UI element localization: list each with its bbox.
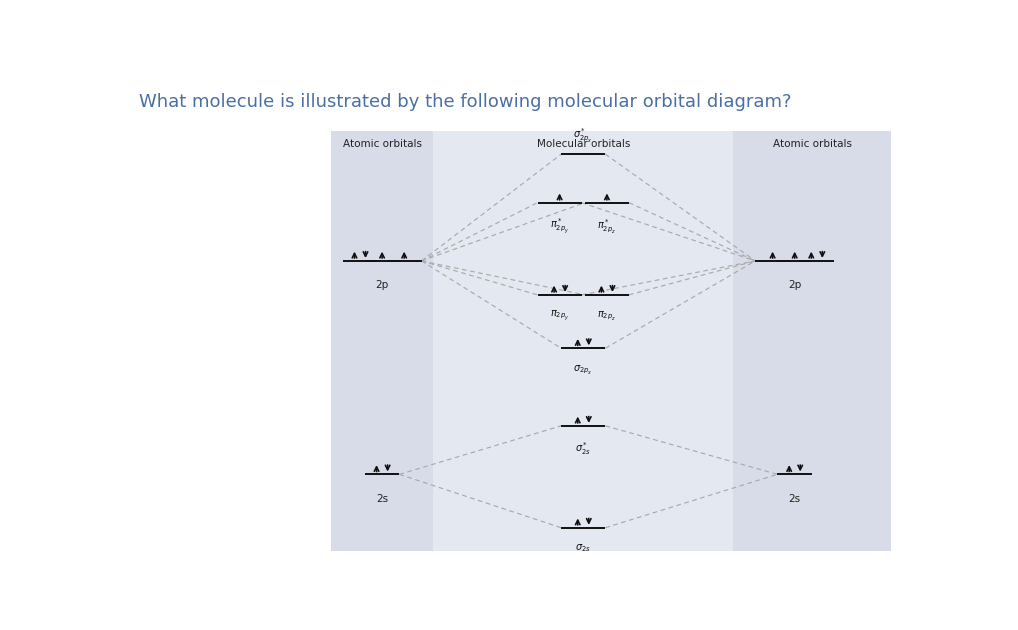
Text: What molecule is illustrated by the following molecular orbital diagram?: What molecule is illustrated by the foll… [139, 93, 792, 111]
Text: $\pi_{2p_y}$: $\pi_{2p_y}$ [550, 309, 569, 323]
Text: $\sigma^*_{2s}$: $\sigma^*_{2s}$ [575, 440, 591, 457]
Text: $\pi_{2p_z}$: $\pi_{2p_z}$ [598, 309, 617, 323]
Text: $\pi^*_{2p_z}$: $\pi^*_{2p_z}$ [598, 217, 617, 235]
Bar [733, 132, 891, 551]
Text: Atomic orbitals: Atomic orbitals [343, 139, 421, 149]
Text: $\pi^*_{2p_y}$: $\pi^*_{2p_y}$ [550, 217, 569, 236]
Text: Molecular orbitals: Molecular orbitals [536, 139, 630, 149]
Text: $\sigma_{2p_x}$: $\sigma_{2p_x}$ [573, 363, 593, 375]
Text: $\sigma^*_{2p_x}$: $\sigma^*_{2p_x}$ [573, 125, 593, 144]
Text: 2s: 2s [376, 494, 388, 504]
Text: $\sigma_{2s}$: $\sigma_{2s}$ [575, 542, 591, 554]
Text: 2p: 2p [376, 280, 389, 290]
Text: 2s: 2s [789, 494, 801, 504]
Text: 2p: 2p [788, 280, 801, 290]
Bar [331, 132, 891, 551]
Text: Atomic orbitals: Atomic orbitals [773, 139, 852, 149]
Bar [331, 132, 434, 551]
